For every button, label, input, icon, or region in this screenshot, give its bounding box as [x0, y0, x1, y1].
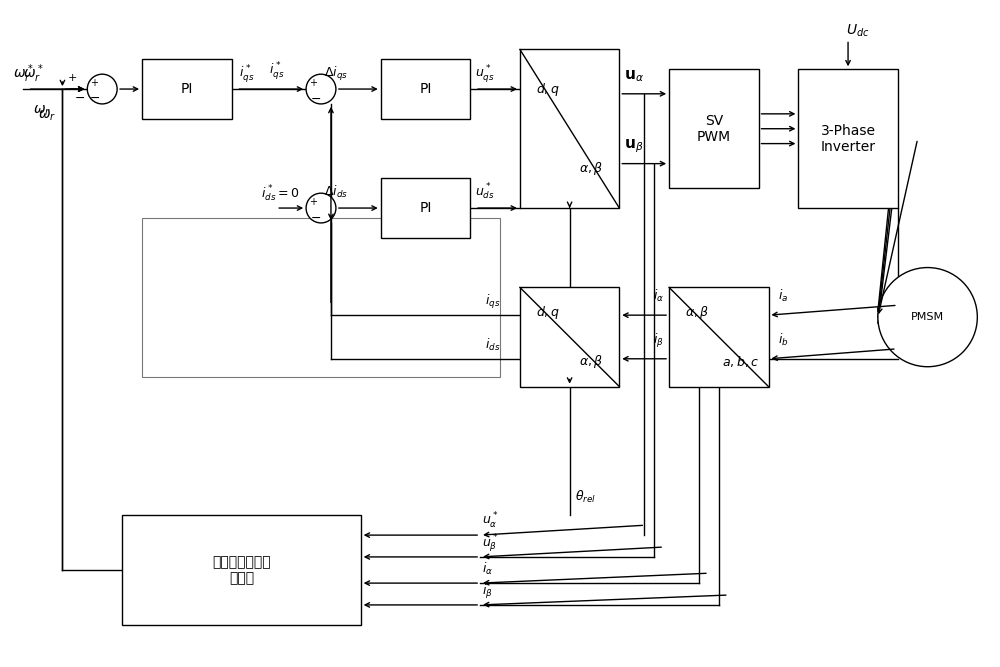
Text: $\theta_{rel}$: $\theta_{rel}$	[575, 489, 596, 505]
Text: $\omega_r^*$: $\omega_r^*$	[23, 63, 43, 85]
Text: $\alpha, \beta$: $\alpha, \beta$	[685, 303, 709, 321]
Text: $\Delta i_{qs}$: $\Delta i_{qs}$	[324, 65, 348, 83]
Text: $-$: $-$	[310, 211, 322, 223]
Text: $-$: $-$	[89, 91, 100, 103]
Text: $\omega_r^*$: $\omega_r^*$	[13, 63, 33, 85]
Text: 3-Phase
Inverter: 3-Phase Inverter	[821, 123, 876, 153]
Text: $i_{ds}$: $i_{ds}$	[485, 337, 500, 353]
Text: PI: PI	[419, 82, 432, 96]
Text: $\alpha, \beta$: $\alpha, \beta$	[579, 354, 604, 370]
Text: $-$: $-$	[74, 91, 85, 104]
Text: $i_{qs}$: $i_{qs}$	[485, 293, 500, 311]
Bar	[798, 69, 898, 208]
Text: $d, q$: $d, q$	[536, 81, 560, 97]
Text: $\omega_r$: $\omega_r$	[38, 109, 57, 123]
Text: PI: PI	[181, 82, 193, 96]
Text: SV
PWM: SV PWM	[697, 113, 731, 144]
Bar	[381, 178, 470, 238]
Text: $u_{ds}^*$: $u_{ds}^*$	[475, 182, 495, 202]
Text: PMSM: PMSM	[911, 312, 944, 322]
Bar	[381, 59, 470, 119]
Text: +: +	[68, 73, 77, 83]
Text: $i_\beta$: $i_\beta$	[482, 583, 493, 601]
Text: $\Delta i_{ds}$: $\Delta i_{ds}$	[324, 184, 348, 200]
Text: $i_a$: $i_a$	[778, 288, 789, 304]
Text: +: +	[90, 78, 98, 88]
Text: $u_\beta^*$: $u_\beta^*$	[482, 533, 498, 555]
Text: $u_\alpha^*$: $u_\alpha^*$	[482, 512, 498, 532]
Text: $i_{qs}^*$: $i_{qs}^*$	[269, 61, 284, 83]
Text: $-$: $-$	[310, 91, 322, 105]
Text: $i_{qs}^*$: $i_{qs}^*$	[239, 63, 254, 85]
Text: $\mathbf{u}_\alpha$: $\mathbf{u}_\alpha$	[624, 68, 644, 83]
Text: 自适应二阶滑模
观测器: 自适应二阶滑模 观测器	[212, 555, 271, 585]
Circle shape	[306, 193, 336, 223]
Text: PI: PI	[419, 201, 432, 215]
Bar	[122, 516, 361, 624]
Text: $\alpha, \beta$: $\alpha, \beta$	[579, 160, 604, 177]
Circle shape	[878, 267, 977, 367]
Text: $i_\beta$: $i_\beta$	[653, 332, 664, 350]
Text: $i_{ds}^*=0$: $i_{ds}^*=0$	[261, 184, 300, 204]
Bar	[142, 218, 500, 377]
Bar	[142, 59, 232, 119]
Text: $U_{dc}$: $U_{dc}$	[846, 23, 870, 39]
Circle shape	[87, 74, 117, 104]
Text: +: +	[309, 78, 317, 88]
Text: $d, q$: $d, q$	[536, 303, 560, 321]
Bar	[520, 49, 619, 208]
Text: $a, b, c$: $a, b, c$	[722, 354, 759, 370]
Bar	[669, 69, 759, 188]
Text: $\omega_r$: $\omega_r$	[33, 104, 52, 118]
Bar	[669, 287, 769, 387]
Text: $u_{qs}^*$: $u_{qs}^*$	[475, 63, 495, 85]
Circle shape	[306, 74, 336, 104]
Text: $i_b$: $i_b$	[778, 332, 789, 348]
Text: $i_\alpha$: $i_\alpha$	[653, 288, 664, 304]
Text: +: +	[309, 197, 317, 207]
Text: $\mathbf{u}_\beta$: $\mathbf{u}_\beta$	[624, 138, 644, 155]
Text: $i_\alpha$: $i_\alpha$	[482, 561, 493, 577]
Bar	[520, 287, 619, 387]
